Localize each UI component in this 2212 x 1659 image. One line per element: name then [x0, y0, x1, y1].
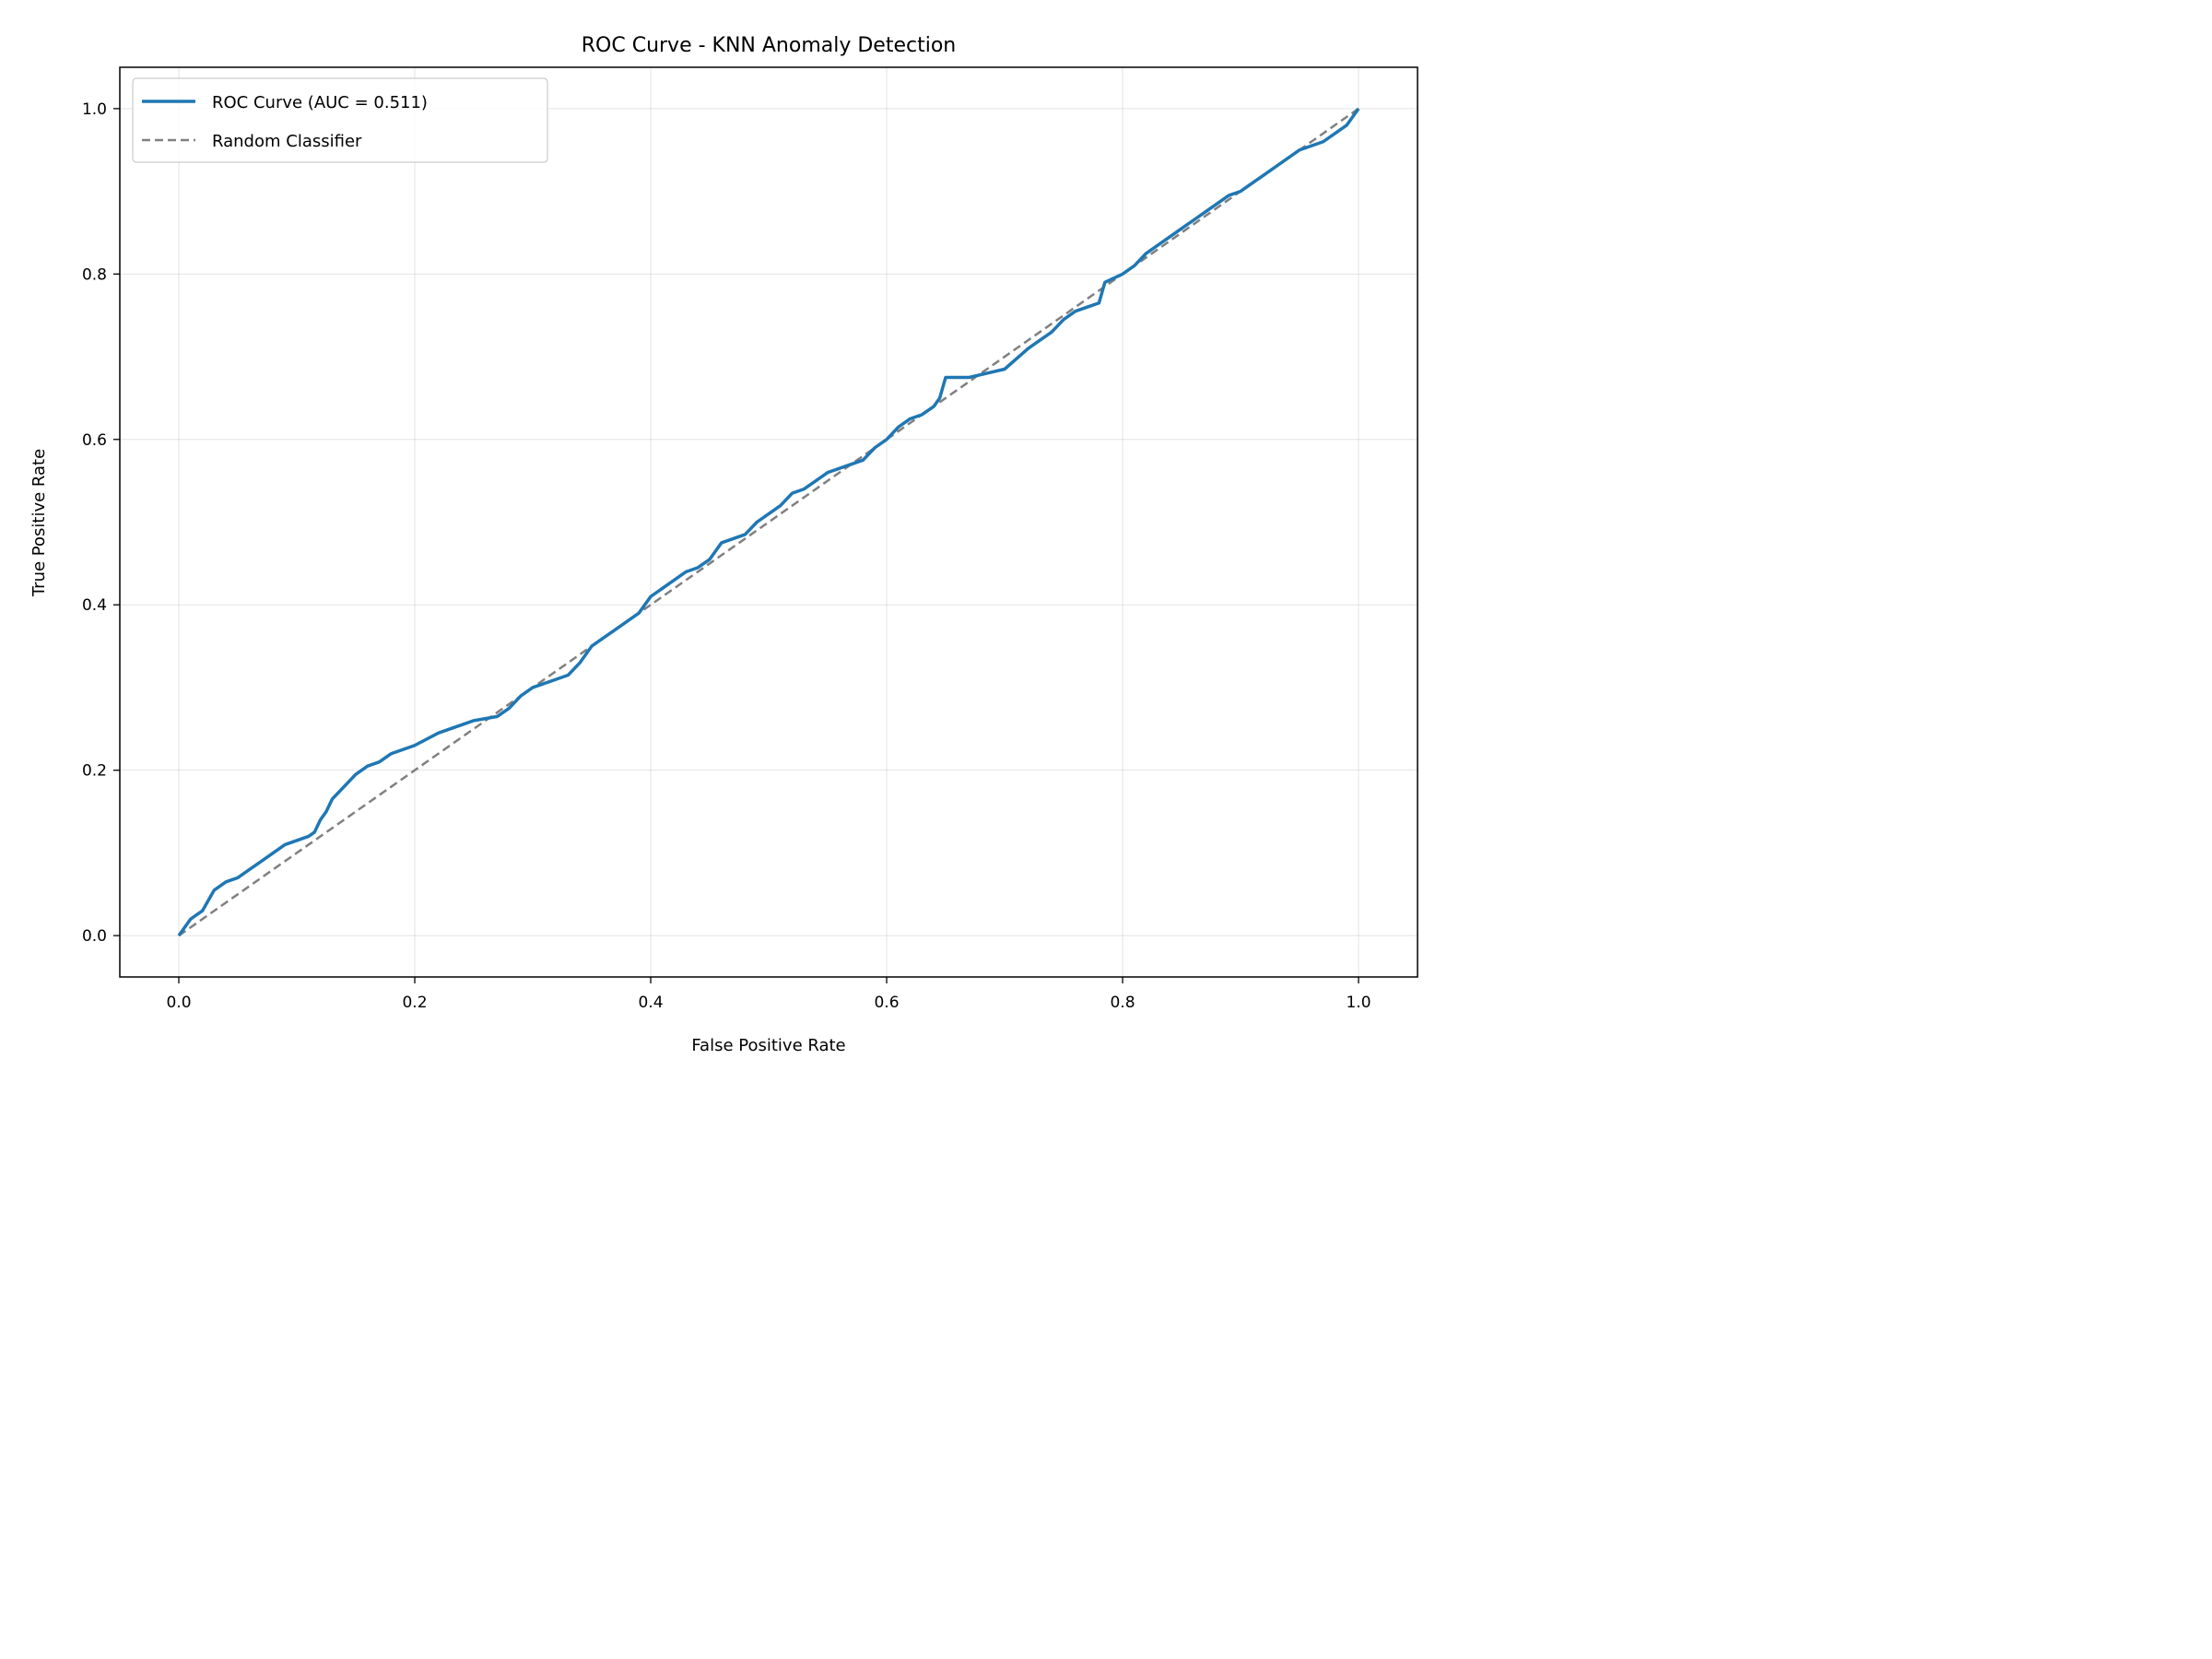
legend: ROC Curve (AUC = 0.511) Random Classifie…: [132, 77, 548, 163]
y-axis-title: True Positive Rate: [29, 449, 49, 597]
x-axis-title: False Positive Rate: [691, 1036, 845, 1055]
y-tick-label: 1.0: [82, 100, 107, 119]
chart-title: ROC Curve - KNN Anomaly Detection: [582, 34, 956, 57]
legend-label-roc: ROC Curve (AUC = 0.511): [212, 93, 428, 112]
roc-chart: ROC Curve - KNN Anomaly Detection 0.0 0.2…: [0, 0, 1438, 1078]
x-tick-label: 0.8: [1110, 994, 1135, 1012]
x-tick-label: 1.0: [1346, 994, 1371, 1012]
y-tick-label: 0.6: [82, 431, 107, 450]
x-tick-label: 0.2: [402, 994, 427, 1012]
y-tick-label: 0.4: [82, 596, 107, 615]
y-tick-label: 0.0: [82, 927, 107, 946]
series-layer: [177, 107, 1360, 937]
y-tick-label: 0.2: [82, 762, 107, 781]
y-tick-label: 0.8: [82, 265, 107, 284]
random-classifier-line: [178, 107, 1359, 937]
grid: [120, 67, 1418, 977]
plot-frame: [119, 66, 1418, 978]
legend-box: [132, 77, 548, 163]
x-tick-label: 0.6: [874, 994, 899, 1012]
x-tick-label: 0.0: [166, 994, 191, 1012]
ticks: 0.0 0.2 0.4 0.6 0.8 1.0 0.0 0.2 0.4 0.6 0.8 1.0: [82, 100, 1371, 1012]
roc-curve-line: [177, 107, 1360, 937]
figure-background: [0, 0, 1438, 1078]
x-tick-label: 0.4: [638, 994, 663, 1012]
legend-label-random: Random Classifier: [212, 132, 362, 151]
